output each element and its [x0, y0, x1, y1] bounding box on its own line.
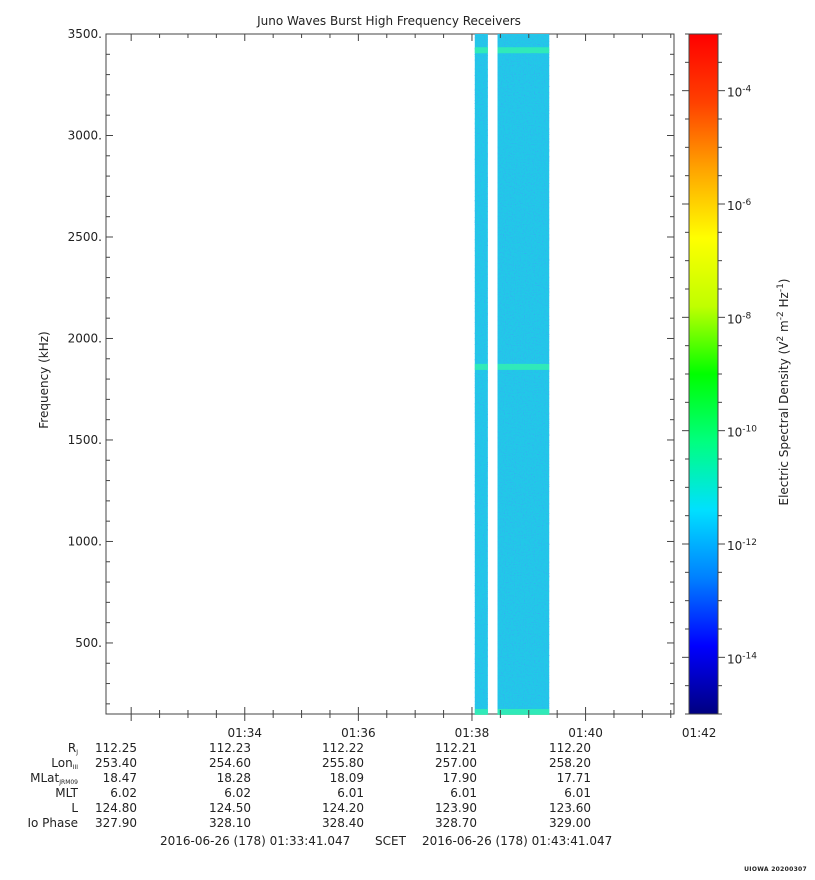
ephemeris-value: 18.28 [216, 771, 251, 785]
ephemeris-value: 112.20 [549, 741, 591, 755]
ephemeris-value: 6.02 [110, 786, 137, 800]
ephemeris-value: 258.20 [549, 756, 591, 770]
data-block-texture-1 [474, 34, 488, 714]
emission-band-1-1 [474, 47, 488, 54]
ephemeris-value: 112.21 [435, 741, 477, 755]
y-tick-label: 3500. [68, 27, 102, 41]
ephemeris-value: 6.01 [337, 786, 364, 800]
colorbar-tick-label: 10-4 [727, 85, 752, 100]
ephemeris-value: 253.40 [95, 756, 137, 770]
y-tick-label: 500. [75, 636, 102, 650]
emission-band-2-3 [497, 708, 550, 715]
ephemeris-value: 255.80 [322, 756, 364, 770]
colorbar-tick-label: 10-6 [727, 198, 752, 213]
emission-band-2-2 [497, 363, 550, 370]
x-tick-label: 01:36 [341, 726, 376, 740]
ephemeris-value: 112.22 [322, 741, 364, 755]
x-tick-label: 01:42 [682, 726, 717, 740]
y-axis-label: Frequency (kHz) [37, 331, 51, 428]
colorbar [688, 33, 719, 715]
emission-band-1-3 [474, 708, 488, 715]
ephemeris-value: 6.02 [224, 786, 251, 800]
ephemeris-value: 6.01 [450, 786, 477, 800]
ephemeris-row-label: Io Phase [27, 816, 78, 830]
watermark-tag: UIOWA 20200307 [744, 866, 807, 873]
colorbar-tick-label: 10-10 [727, 425, 757, 440]
ephemeris-value: 112.25 [95, 741, 137, 755]
plot-frame [105, 33, 675, 715]
y-tick-label: 3000. [68, 128, 102, 142]
ephemeris-value: 254.60 [209, 756, 251, 770]
ephemeris-value: 17.71 [556, 771, 591, 785]
ephemeris-value: 327.90 [95, 816, 137, 830]
colorbar-tick-label: 10-12 [727, 538, 757, 553]
ephemeris-row-label: MLT [55, 786, 78, 800]
y-tick-label: 1500. [68, 433, 102, 447]
ephemeris-row-label: LonIII [51, 756, 78, 771]
ephemeris-value: 123.90 [435, 801, 477, 815]
x-tick-label: 01:38 [455, 726, 490, 740]
ephemeris-value: 18.47 [102, 771, 137, 785]
ephemeris-table: RJ LonIII MLatJRM09 MLT L Io Phase 112.25 112.… [0, 741, 815, 831]
ephemeris-value: 328.70 [435, 816, 477, 830]
ephemeris-value: 18.09 [329, 771, 364, 785]
colorbar-tick-label: 10-8 [727, 311, 752, 326]
x-tick-label: 01:40 [568, 726, 603, 740]
colorbar-tick-label: 10-14 [727, 651, 757, 666]
ephemeris-value: 124.80 [95, 801, 137, 815]
ephemeris-value: 124.50 [209, 801, 251, 815]
ephemeris-value: 17.90 [442, 771, 477, 785]
footer-start-time: 2016-06-26 (178) 01:33:41.047 [160, 834, 351, 848]
ephemeris-value: 6.01 [564, 786, 591, 800]
y-tick-label: 2000. [68, 331, 102, 345]
y-tick-label: 1000. [68, 534, 102, 548]
colorbar-label: Electric Spectral Density (V2 m-2 Hz-1) [776, 278, 791, 505]
footer-scet-label: SCET [375, 834, 406, 848]
x-tick-label: 01:34 [227, 726, 262, 740]
ephemeris-value: 124.20 [322, 801, 364, 815]
emission-band-2-1 [497, 47, 550, 54]
emission-band-1-2 [474, 363, 488, 370]
ephemeris-value: 123.60 [549, 801, 591, 815]
y-tick-label: 2500. [68, 230, 102, 244]
chart-title: Juno Waves Burst High Frequency Receiver… [256, 14, 521, 28]
ephemeris-row-label: RJ [67, 741, 78, 756]
ephemeris-value: 328.10 [209, 816, 251, 830]
ephemeris-value: 112.23 [209, 741, 251, 755]
ephemeris-row-label: L [71, 801, 78, 815]
ephemeris-row-label: MLatJRM09 [30, 771, 78, 786]
data-block-texture-2 [497, 34, 550, 714]
ephemeris-value: 328.40 [322, 816, 364, 830]
ephemeris-value: 329.00 [549, 816, 591, 830]
ephemeris-value: 257.00 [435, 756, 477, 770]
footer-end-time: 2016-06-26 (178) 01:43:41.047 [422, 834, 613, 848]
